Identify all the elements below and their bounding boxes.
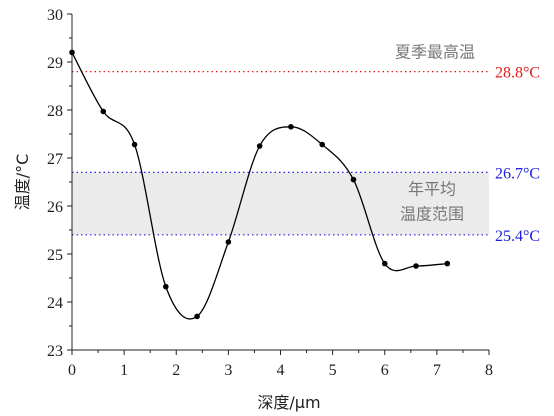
data-point-4	[163, 283, 169, 290]
x-tick-label-0: 0	[68, 362, 76, 379]
summer-max-label: 夏季最高温	[395, 43, 475, 62]
y-tick-label-23: 23	[47, 343, 63, 360]
y-tick-label-28: 28	[47, 103, 63, 120]
data-point-6	[225, 239, 232, 245]
y-tick-label-27: 27	[47, 151, 63, 168]
data-point-2	[100, 108, 107, 115]
data-point-5	[194, 313, 200, 320]
x-tick-label-6: 6	[381, 362, 389, 379]
y-tick-label-26: 26	[47, 199, 63, 216]
x-tick-label-8: 8	[485, 362, 493, 379]
annual-range-band-layer	[72, 172, 489, 235]
series-points-layer	[69, 49, 451, 320]
reference-value-label-1: 28.8°C	[495, 65, 540, 82]
reference-value-label-3: 25.4°C	[495, 228, 540, 245]
data-point-7	[256, 143, 263, 149]
reference-lines-layer	[72, 70, 489, 236]
x-tick-label-2: 2	[172, 362, 180, 379]
x-tick-label-3: 3	[224, 362, 232, 379]
x-tick-label-4: 4	[277, 362, 285, 379]
band-label-line-1: 年平均	[408, 179, 456, 198]
data-point-12	[413, 263, 419, 269]
y-axis-title: 温度/°C	[13, 154, 32, 211]
x-tick-label-1: 1	[120, 362, 128, 379]
data-point-9	[319, 141, 326, 148]
y-tick-label-30: 30	[47, 7, 63, 24]
data-point-10	[350, 176, 357, 183]
band-label-line-2: 温度范围	[400, 204, 464, 223]
y-tick-label-24: 24	[47, 295, 63, 312]
annual-range-band	[72, 172, 489, 235]
y-tick-label-29: 29	[47, 55, 63, 72]
x-tick-label-5: 5	[329, 362, 337, 379]
data-point-3	[131, 141, 138, 148]
reference-value-label-2: 26.7°C	[495, 165, 540, 182]
data-point-11	[381, 260, 388, 267]
x-tick-label-7: 7	[433, 362, 441, 379]
x-axis-title: 深度/μm	[257, 393, 320, 412]
data-point-1	[69, 49, 75, 56]
data-point-8	[288, 124, 294, 130]
y-tick-label-25: 25	[47, 247, 63, 264]
data-point-13	[444, 260, 451, 267]
